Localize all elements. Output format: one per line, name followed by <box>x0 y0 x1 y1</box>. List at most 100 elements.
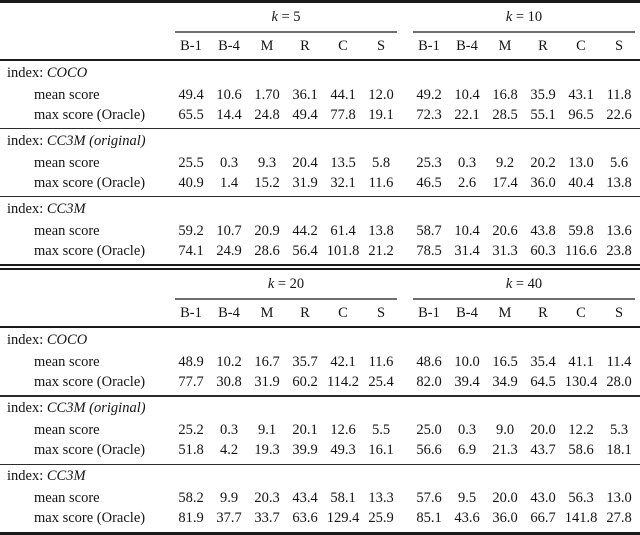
metric-value: 77.7 <box>178 373 204 390</box>
metric-value: 41.1 <box>568 353 594 370</box>
metric-value: 36.1 <box>292 86 318 103</box>
metric-value: 12.6 <box>330 422 356 439</box>
table-section: index: CC3M mean score 58.2 9.9 20.3 43.4 58.1… <box>2 465 638 532</box>
column-header: R <box>300 38 310 54</box>
metric-value: 60.2 <box>292 373 318 390</box>
metric-value: 17.4 <box>492 174 518 191</box>
metric-value: 28.5 <box>492 106 518 123</box>
metric-value: 116.6 <box>564 242 598 259</box>
column-header: C <box>338 38 348 54</box>
column-header: B-1 <box>180 38 202 54</box>
metric-value: 13.8 <box>606 174 632 191</box>
metric-value: 48.6 <box>416 353 442 370</box>
metric-value: 60.3 <box>530 242 556 259</box>
metric-value: 9.0 <box>495 422 515 439</box>
metric-value: 5.6 <box>609 154 629 171</box>
metric-value: 56.6 <box>416 442 442 459</box>
column-header: R <box>538 38 548 54</box>
metric-value: 20.2 <box>530 154 556 171</box>
metric-value: 114.2 <box>326 373 360 390</box>
metric-value: 31.9 <box>292 174 318 191</box>
metric-row: mean score 25.5 0.3 9.3 20.4 13.5 5.8 25.3 0.3 9.… <box>2 153 638 173</box>
metric-value: 66.7 <box>530 510 556 527</box>
metric-value: 37.7 <box>216 510 242 527</box>
metric-value: 39.9 <box>292 442 318 459</box>
index-label: index: COCO <box>2 332 638 349</box>
column-header: R <box>538 305 548 322</box>
index-label-row: index: CC3M <box>2 197 638 221</box>
metric-value: 36.0 <box>530 174 556 191</box>
index-prefix: index: <box>7 64 47 81</box>
metric-value: 57.6 <box>416 490 442 507</box>
metric-row: max score (Oracle) 51.8 4.2 19.3 39.9 49.3 16.… <box>2 441 638 461</box>
metric-value: 16.5 <box>492 353 518 370</box>
metric-value: 129.4 <box>326 510 360 527</box>
metric-value: 9.2 <box>495 154 515 171</box>
metric-value: 10.0 <box>454 353 480 370</box>
metric-row: mean score 48.9 10.2 16.7 35.7 42.1 11.6 48.6 10… <box>2 352 638 372</box>
metric-value: 33.7 <box>254 510 280 527</box>
group-underline-rule <box>175 31 397 33</box>
section-divider-rule <box>0 395 640 397</box>
metric-value: 74.1 <box>178 242 204 259</box>
group-underline-row <box>2 298 638 301</box>
index-prefix: index: <box>7 331 47 348</box>
metric-value: 56.3 <box>568 490 594 507</box>
metric-row-label: mean score <box>34 353 100 370</box>
header-bottom-rule <box>0 326 640 329</box>
group-underline-rule <box>175 298 397 300</box>
metric-value: 24.8 <box>254 106 280 123</box>
metric-value: 11.6 <box>368 353 394 370</box>
metric-value: 51.8 <box>178 442 204 459</box>
metric-row-label: max score (Oracle) <box>34 174 146 191</box>
index-label-row: index: COCO <box>2 328 638 352</box>
metric-value: 20.4 <box>292 154 318 171</box>
metric-value: 35.9 <box>530 86 556 103</box>
k-group-label: k = 20 <box>172 276 400 293</box>
metric-value: 31.3 <box>492 242 518 259</box>
metric-value: 13.5 <box>330 154 356 171</box>
metric-value: 9.9 <box>219 490 239 507</box>
index-prefix: index: <box>7 400 47 417</box>
metric-value: 12.2 <box>568 422 594 439</box>
metric-value: 48.9 <box>178 353 204 370</box>
metric-value: 130.4 <box>564 373 598 390</box>
metric-value: 14.4 <box>216 106 242 123</box>
metric-row: mean score 59.2 10.7 20.9 44.2 61.4 13.8 58.7 10… <box>2 221 638 241</box>
metric-value: 81.9 <box>178 510 204 527</box>
metric-value: 25.0 <box>416 422 442 439</box>
metric-value: 28.6 <box>254 242 280 259</box>
metric-value: 6.9 <box>457 442 477 459</box>
metric-value: 20.9 <box>254 222 280 239</box>
k-value: = 40 <box>512 275 543 292</box>
metric-row-label: max score (Oracle) <box>34 373 146 390</box>
metric-value: 21.3 <box>492 442 518 459</box>
metric-value: 96.5 <box>568 106 594 123</box>
metric-value: 28.0 <box>606 373 632 390</box>
k-group-label: k = 5 <box>172 9 400 26</box>
metric-value: 0.3 <box>219 422 239 439</box>
metric-value: 44.2 <box>292 222 318 239</box>
column-header: S <box>614 38 624 54</box>
column-header: B-1 <box>418 305 440 322</box>
metric-value: 21.2 <box>368 242 394 259</box>
column-header: B-4 <box>456 305 478 322</box>
k-group-label: k = 10 <box>410 9 638 26</box>
metric-value: 2.6 <box>457 174 477 191</box>
metric-value: 64.5 <box>530 373 556 390</box>
k-group-label: k = 40 <box>410 276 638 293</box>
metric-value: 59.2 <box>178 222 204 239</box>
index-name: CC3M <box>46 468 86 485</box>
metric-value: 1.4 <box>219 174 239 191</box>
metric-value: 35.7 <box>292 353 318 370</box>
column-header: C <box>576 38 586 54</box>
metric-value: 24.9 <box>216 242 242 259</box>
metric-value: 20.1 <box>292 422 318 439</box>
metric-value: 58.7 <box>416 222 442 239</box>
metric-row-label: max score (Oracle) <box>34 442 146 459</box>
metric-value: 19.1 <box>368 106 394 123</box>
index-label: index: CC3M (original) <box>2 400 638 417</box>
metric-value: 43.0 <box>530 490 556 507</box>
section-divider-rule <box>0 463 640 465</box>
